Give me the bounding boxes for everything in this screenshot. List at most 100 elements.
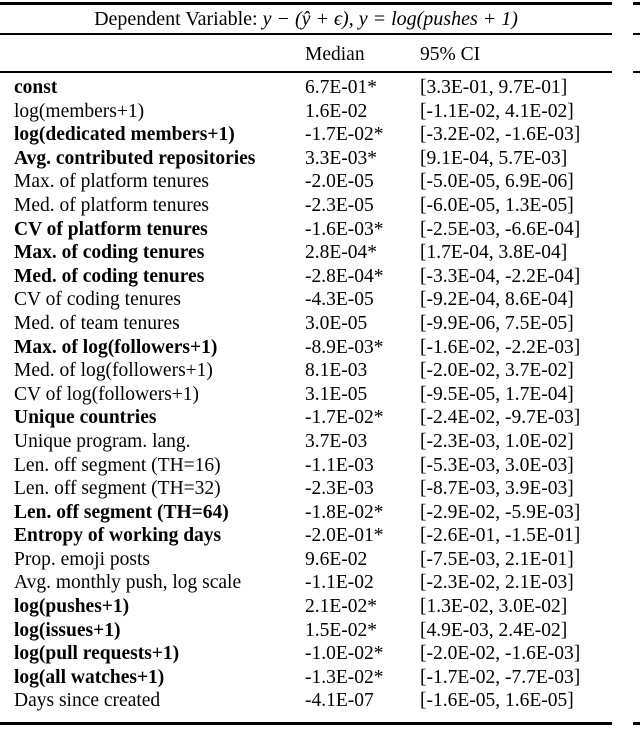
table-row: log(pushes+1) 2.1E-02* [1.3E-02, 3.0E-02] <box>0 595 612 619</box>
table-row: Med. of coding tenures -2.8E-04* [-3.3E-04… <box>0 265 612 289</box>
table-row: Med. of team tenures 3.0E-05 [-9.9E-06, 7.… <box>0 312 612 336</box>
table-row: Max. of coding tenures 2.8E-04* [1.7E-04, … <box>0 241 612 265</box>
column-header-median: Median <box>305 44 365 65</box>
cell-ci: [1.3E-02, 3.0E-02] <box>420 596 568 618</box>
cell-ci: [-7.5E-03, 2.1E-01] <box>420 548 574 570</box>
cell-median: -2.0E-01* <box>305 525 384 547</box>
table-row: Unique countries -1.7E-02* [-2.4E-02, -9.7… <box>0 406 612 430</box>
cell-variable-name: Med. of platform tenures <box>14 194 209 216</box>
cell-median: -1.7E-02* <box>305 407 384 429</box>
cell-ci: [-2.3E-03, 1.0E-02] <box>420 430 574 452</box>
table-row: Avg. monthly push, log scale -1.1E-02 [-2.… <box>0 571 612 595</box>
cell-median: -1.1E-02 <box>305 572 374 594</box>
cell-variable-name: Prop. emoji posts <box>14 548 150 570</box>
cell-median: -4.3E-05 <box>305 289 374 311</box>
table-row: Entropy of working days -2.0E-01* [-2.6E-0… <box>0 524 612 548</box>
cell-ci: [1.7E-04, 3.8E-04] <box>420 242 568 264</box>
cell-median: -1.8E-02* <box>305 501 384 523</box>
cell-ci: [-2.3E-02, 2.1E-03] <box>420 572 574 594</box>
cell-variable-name: CV of platform tenures <box>14 218 208 240</box>
cell-variable-name: Unique countries <box>14 407 157 429</box>
cell-variable-name: Avg. monthly push, log scale <box>14 572 242 594</box>
cell-variable-name: Len. off segment (TH=32) <box>14 478 221 500</box>
cell-ci: [-5.3E-03, 3.0E-03] <box>420 454 574 476</box>
table-row: log(all watches+1) -1.3E-02* [-1.7E-02, -7… <box>0 666 612 690</box>
cell-median: 2.8E-04* <box>305 242 378 264</box>
cell-median: 1.6E-02 <box>305 100 368 122</box>
table-row: Med. of platform tenures -2.3E-05 [-6.0E-0… <box>0 194 612 218</box>
table-row: log(members+1) 1.6E-02 [-1.1E-02, 4.1E-02] <box>0 100 612 124</box>
cell-variable-name: CV of coding tenures <box>14 289 181 311</box>
cell-variable-name: Max. of log(followers+1) <box>14 336 218 358</box>
table-rule-top <box>0 2 612 5</box>
cell-median: -1.6E-03* <box>305 218 384 240</box>
cell-variable-name: Unique program. lang. <box>14 430 191 452</box>
cell-ci: [-2.0E-02, 3.7E-02] <box>420 360 574 382</box>
table-row: Unique program. lang. 3.7E-03 [-2.3E-03, 1… <box>0 430 612 454</box>
cell-variable-name: Days since created <box>14 690 161 712</box>
cell-median: -2.8E-04* <box>305 265 384 287</box>
table-row: CV of log(followers+1) 3.1E-05 [-9.5E-05, … <box>0 383 612 407</box>
cell-median: 3.3E-03* <box>305 147 378 169</box>
cell-ci: [9.1E-04, 5.7E-03] <box>420 147 568 169</box>
cell-ci: [-2.0E-02, -1.6E-03] <box>420 643 581 665</box>
cell-median: 1.5E-02* <box>305 619 378 641</box>
table-row: log(issues+1) 1.5E-02* [4.9E-03, 2.4E-02] <box>0 619 612 643</box>
cell-variable-name: log(pull requests+1) <box>14 643 180 665</box>
table-row: Days since created -4.1E-07 [-1.6E-05, 1.6… <box>0 689 612 713</box>
table-rule-below-title <box>0 33 612 35</box>
cell-ci: [-1.1E-02, 4.1E-02] <box>420 100 574 122</box>
cell-variable-name: Max. of coding tenures <box>14 242 205 264</box>
cell-ci: [-6.0E-05, 1.3E-05] <box>420 194 574 216</box>
cell-median: -4.1E-07 <box>305 690 374 712</box>
cell-median: 9.6E-02 <box>305 548 368 570</box>
column-header-ci: 95% CI <box>420 44 481 65</box>
cell-median: -1.0E-02* <box>305 643 384 665</box>
table-body: const 6.7E-01* [3.3E-01, 9.7E-01] log(membe… <box>0 76 612 713</box>
table-row: Len. off segment (TH=16) -1.1E-03 [-5.3E-0… <box>0 454 612 478</box>
cell-variable-name: Entropy of working days <box>14 525 222 547</box>
table-row: CV of coding tenures -4.3E-05 [-9.2E-04, 8… <box>0 288 612 312</box>
cell-ci: [-2.4E-02, -9.7E-03] <box>420 407 581 429</box>
table-row: Med. of log(followers+1) 8.1E-03 [-2.0E-02… <box>0 359 612 383</box>
cell-variable-name: CV of log(followers+1) <box>14 383 200 405</box>
table-row: log(dedicated members+1) -1.7E-02* [-3.2E-… <box>0 123 612 147</box>
table-row: Max. of log(followers+1) -8.9E-03* [-1.6E-… <box>0 336 612 360</box>
table-title-math: y − (ŷ + ϵ), y = log(pushes + 1) <box>262 8 518 30</box>
table-row: CV of platform tenures -1.6E-03* [-2.5E-03… <box>0 218 612 242</box>
cell-median: -1.3E-02* <box>305 666 384 688</box>
cell-ci: [-3.2E-02, -1.6E-03] <box>420 124 581 146</box>
table-row: const 6.7E-01* [3.3E-01, 9.7E-01] <box>0 76 612 100</box>
cell-variable-name: log(issues+1) <box>14 619 121 641</box>
cell-variable-name: Med. of coding tenures <box>14 265 205 287</box>
cell-ci: [-2.9E-02, -5.9E-03] <box>420 501 581 523</box>
cell-median: -2.3E-05 <box>305 194 374 216</box>
cell-median: -2.3E-03 <box>305 478 374 500</box>
cell-variable-name: Med. of team tenures <box>14 312 180 334</box>
adjacent-table-rule-fragment <box>633 33 640 35</box>
cell-median: -1.1E-03 <box>305 454 374 476</box>
adjacent-table-rule-fragment <box>633 71 640 73</box>
adjacent-table-rule-fragment <box>633 722 640 725</box>
cell-median: 2.1E-02* <box>305 596 378 618</box>
cell-median: 3.1E-05 <box>305 383 368 405</box>
cell-median: 3.0E-05 <box>305 312 368 334</box>
cell-median: 3.7E-03 <box>305 430 368 452</box>
column-header-row: Median 95% CI <box>0 42 612 68</box>
cell-variable-name: log(all watches+1) <box>14 666 165 688</box>
cell-variable-name: Max. of platform tenures <box>14 171 209 193</box>
cell-variable-name: log(members+1) <box>14 100 145 122</box>
cell-median: -2.0E-05 <box>305 171 374 193</box>
table-rule-bottom <box>0 722 612 725</box>
cell-variable-name: Len. off segment (TH=64) <box>14 501 229 523</box>
cell-ci: [-2.5E-03, -6.6E-04] <box>420 218 581 240</box>
cell-variable-name: log(pushes+1) <box>14 596 130 618</box>
cell-median: 8.1E-03 <box>305 360 368 382</box>
cell-ci: [-9.5E-05, 1.7E-04] <box>420 383 574 405</box>
cell-ci: [3.3E-01, 9.7E-01] <box>420 77 568 98</box>
cell-variable-name: Avg. contributed repositories <box>14 147 256 169</box>
cell-ci: [-3.3E-04, -2.2E-04] <box>420 265 581 287</box>
cell-median: 6.7E-01* <box>305 77 378 98</box>
cell-ci: [-2.6E-01, -1.5E-01] <box>420 525 581 547</box>
table-row: Prop. emoji posts 9.6E-02 [-7.5E-03, 2.1E-… <box>0 548 612 572</box>
